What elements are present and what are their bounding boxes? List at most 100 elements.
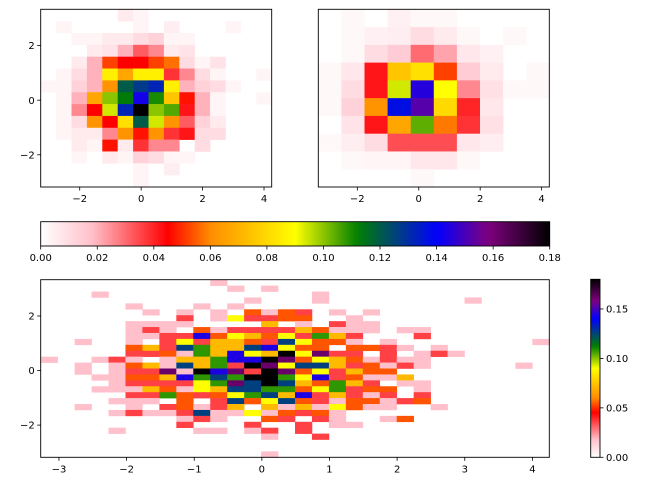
histogram-cell bbox=[163, 80, 180, 93]
histogram-cell bbox=[176, 344, 194, 352]
histogram-cell bbox=[362, 392, 381, 399]
histogram-cell bbox=[387, 62, 411, 81]
histogram-cell bbox=[125, 338, 143, 346]
histogram-cell bbox=[362, 309, 381, 316]
histogram-cell bbox=[86, 68, 103, 81]
histogram-cell bbox=[210, 279, 228, 286]
colorbar-horizontal: 0.00 0.02 0.04 0.06 0.08 0.10 0.12 0.14 0.16 0.18 bbox=[30, 221, 561, 264]
histogram-cell bbox=[71, 32, 88, 46]
histogram-cell bbox=[413, 380, 431, 387]
colorbar-tick-label: 0.02 bbox=[86, 253, 108, 264]
histogram-cell bbox=[278, 398, 296, 405]
histogram-cell bbox=[193, 386, 211, 393]
histogram-cell bbox=[379, 368, 398, 375]
histogram-cell bbox=[311, 297, 330, 304]
histogram-cell bbox=[328, 338, 347, 346]
histogram-cell bbox=[210, 368, 228, 375]
histogram-cell bbox=[159, 380, 177, 387]
histogram-cell bbox=[311, 291, 330, 298]
histogram-cell bbox=[210, 386, 228, 393]
histogram-cell bbox=[278, 386, 296, 393]
histogram-cell bbox=[456, 62, 481, 81]
histogram-cell bbox=[194, 56, 211, 69]
histogram-cell bbox=[341, 115, 365, 134]
histogram-cell bbox=[227, 368, 245, 375]
histogram-cell bbox=[413, 362, 431, 369]
colorbar-tick-label: 0.00 bbox=[30, 253, 52, 264]
x-tick-label: −2 bbox=[72, 194, 87, 205]
histogram-cell bbox=[328, 327, 347, 334]
histogram-cell bbox=[159, 386, 177, 393]
y-tick-label: −2 bbox=[20, 421, 35, 432]
histogram-cell bbox=[142, 380, 160, 387]
histogram-cell bbox=[261, 404, 279, 411]
histogram-cell bbox=[142, 409, 160, 417]
histogram-cell bbox=[227, 374, 245, 381]
x-tick-label: 3 bbox=[462, 464, 468, 475]
x-tick-label: 4 bbox=[538, 194, 544, 205]
histogram-cell bbox=[379, 415, 398, 423]
histogram-cell bbox=[225, 80, 242, 93]
histogram-cell bbox=[278, 344, 296, 352]
histogram-cell bbox=[176, 332, 194, 340]
histogram-cell bbox=[278, 332, 296, 340]
histogram-cell bbox=[410, 27, 435, 46]
histogram-cell bbox=[56, 68, 72, 81]
histogram-cell bbox=[163, 68, 180, 81]
histogram-cell bbox=[311, 350, 330, 357]
histogram-cell bbox=[387, 44, 411, 63]
histogram-cell bbox=[244, 338, 262, 346]
histogram-cell bbox=[163, 44, 180, 57]
histogram-cell bbox=[456, 115, 481, 134]
histogram-cell bbox=[179, 68, 195, 81]
histogram-cell bbox=[133, 104, 149, 117]
histogram-cell bbox=[102, 92, 118, 105]
histogram-cell bbox=[278, 380, 296, 387]
histogram-cell bbox=[410, 9, 435, 28]
histogram-cell bbox=[142, 309, 160, 316]
histogram-cell bbox=[244, 427, 262, 434]
histogram-cell bbox=[194, 127, 211, 140]
histogram-cell bbox=[176, 356, 194, 363]
histogram-cell bbox=[125, 350, 143, 357]
histogram-cell bbox=[362, 327, 381, 334]
histogram-cell bbox=[102, 151, 118, 164]
histogram-cell bbox=[86, 92, 103, 105]
colorbar-tick-label: 0.10 bbox=[606, 354, 628, 365]
histogram-cell bbox=[278, 350, 296, 357]
histogram-cell bbox=[244, 350, 262, 357]
histogram-cell bbox=[163, 151, 180, 164]
histogram-cell bbox=[396, 380, 414, 387]
histogram-cell bbox=[117, 9, 134, 22]
histogram-cell bbox=[176, 368, 194, 375]
histogram-cell bbox=[244, 368, 262, 375]
histogram-cell bbox=[480, 62, 504, 81]
histogram-cell bbox=[396, 327, 414, 334]
histogram-cell bbox=[447, 350, 465, 357]
histogram-cell bbox=[210, 104, 226, 117]
histogram-cell bbox=[179, 127, 195, 140]
y-tick-label: 0 bbox=[28, 366, 34, 377]
histogram-cell bbox=[311, 374, 330, 381]
histogram-cell bbox=[227, 285, 245, 292]
histogram-cell bbox=[117, 115, 134, 129]
histogram-cell bbox=[210, 427, 228, 434]
colorbar-tick-label: 0.08 bbox=[256, 253, 278, 264]
histogram-cell bbox=[433, 9, 458, 28]
histogram-cell bbox=[125, 409, 143, 417]
histogram-cell bbox=[433, 151, 458, 170]
histogram-cell bbox=[362, 368, 381, 375]
histogram-cell bbox=[295, 409, 313, 417]
histogram-cell bbox=[163, 115, 180, 129]
histogram-cell bbox=[176, 392, 194, 399]
x-tick-label: −1 bbox=[187, 464, 202, 475]
histogram-cell bbox=[396, 362, 414, 369]
histogram-cell bbox=[179, 44, 195, 57]
histogram-cell bbox=[379, 362, 398, 369]
histogram-cell bbox=[345, 392, 364, 399]
histogram-cell bbox=[210, 92, 226, 105]
histogram-cell bbox=[278, 309, 296, 316]
histogram-cell bbox=[362, 321, 381, 328]
histogram-cell bbox=[244, 344, 262, 352]
histogram-cell bbox=[345, 368, 364, 375]
